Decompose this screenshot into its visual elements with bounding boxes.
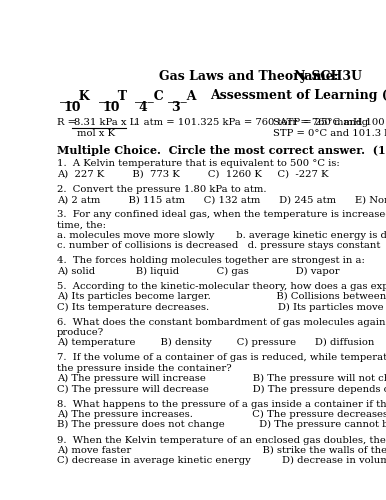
Text: produce?: produce? [57,328,104,337]
Text: a. molecules move more slowly       b. average kinetic energy is decreased: a. molecules move more slowly b. average… [57,231,386,240]
Text: A) The pressure will increase               B) The pressure will not change: A) The pressure will increase B) The pre… [57,374,386,384]
Text: 8.31 kPa x L: 8.31 kPa x L [74,118,136,126]
Text: A) Its particles become larger.                     B) Collisions between partic: A) Its particles become larger. B) Colli… [57,292,386,302]
Text: A) solid             B) liquid            C) gas               D) vapor: A) solid B) liquid C) gas D) vapor [57,266,340,276]
Text: A)  227 K         B)  773 K         C)  1260 K     C)  -227 K: A) 227 K B) 773 K C) 1260 K C) -227 K [57,170,329,178]
Text: 3: 3 [171,101,179,114]
Text: 3.  For any confined ideal gas, when the temperature is increased and the volume: 3. For any confined ideal gas, when the … [57,210,386,219]
Text: 9.  When the Kelvin temperature of an enclosed gas doubles, the particles of the: 9. When the Kelvin temperature of an enc… [57,436,386,445]
Text: C) Its temperature decreases.                      D) Its particles move greater: C) Its temperature decreases. D) Its par… [57,302,386,312]
Text: ___A: ___A [168,89,196,102]
Text: SATP = 25°C and 100 kPa: SATP = 25°C and 100 kPa [273,118,386,126]
Text: 2.  Convert the pressure 1.80 kPa to atm.: 2. Convert the pressure 1.80 kPa to atm. [57,184,267,194]
Text: A) 2 atm         B) 115 atm      C) 132 atm      D) 245 atm      E) None of the : A) 2 atm B) 115 atm C) 132 atm D) 245 at… [57,195,386,204]
Text: 7.  If the volume of a container of gas is reduced, while temperature is kept co: 7. If the volume of a container of gas i… [57,354,386,362]
Text: A) The pressure increases.                   C) The pressure decreases.: A) The pressure increases. C) The pressu… [57,410,386,419]
Text: 10: 10 [63,101,81,114]
Text: ___C: ___C [135,89,164,102]
Text: R =: R = [57,118,80,126]
Text: B) The pressure does not change           D) The pressure cannot be predicted: B) The pressure does not change D) The p… [57,420,386,430]
Text: mol x K: mol x K [77,130,115,138]
Text: Assessment of Learning (Product): Assessment of Learning (Product) [210,89,386,102]
Text: STP = 0°C and 101.3 kPa: STP = 0°C and 101.3 kPa [273,130,386,138]
Text: c. number of collisions is decreased   d. pressure stays constant         e. pre: c. number of collisions is decreased d. … [57,242,386,250]
Text: Name:: Name: [294,70,339,82]
Text: A) move faster                                          B) strike the walls of t: A) move faster B) strike the walls of t [57,446,386,455]
Text: the pressure inside the container?: the pressure inside the container? [57,364,232,373]
Text: 8.  What happens to the pressure of a gas inside a container if the temperature : 8. What happens to the pressure of a gas… [57,400,386,408]
Text: ___T: ___T [99,89,127,102]
Text: A) temperature        B) density        C) pressure      D) diffusion: A) temperature B) density C) pressure D)… [57,338,374,347]
Text: 1 atm = 101.325 kPa = 760 torr = 760 mmHg: 1 atm = 101.325 kPa = 760 torr = 760 mmH… [134,118,367,126]
Text: 4.  The forces holding molecules together are strongest in a:: 4. The forces holding molecules together… [57,256,365,266]
Text: 6.  What does the constant bombardment of gas molecules against the inside walls: 6. What does the constant bombardment of… [57,318,386,326]
Text: ___K: ___K [60,89,90,102]
Text: 4: 4 [138,101,147,114]
Text: 1.  A Kelvin temperature that is equivalent to 500 °C is:: 1. A Kelvin temperature that is equivale… [57,160,340,168]
Text: 5.  According to the kinetic-molecular theory, how does a gas expand?: 5. According to the kinetic-molecular th… [57,282,386,291]
Text: 10: 10 [102,101,120,114]
Text: Gas Laws and Theory SCH3U: Gas Laws and Theory SCH3U [159,70,362,82]
Text: time, the:: time, the: [57,220,106,230]
Text: C) The pressure will decrease              D) The pressure depends on the type o: C) The pressure will decrease D) The pre… [57,384,386,394]
Text: C) decrease in average kinetic energy          D) decrease in volume: C) decrease in average kinetic energy D)… [57,456,386,466]
Text: Multiple Choice.  Circle the most correct answer.  (10K): Multiple Choice. Circle the most correct… [57,144,386,156]
